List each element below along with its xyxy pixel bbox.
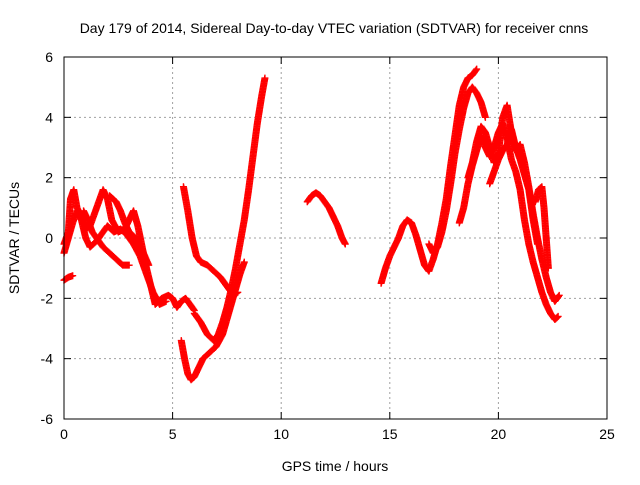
series-arc-a: [60, 186, 198, 314]
data-point: [554, 292, 562, 300]
data-point: [472, 66, 480, 74]
data-point: [240, 258, 248, 266]
chart-title: Day 179 of 2014, Sidereal Day-to-day VTE…: [80, 20, 589, 36]
data-point: [553, 314, 561, 322]
series-arc-d: [80, 207, 133, 269]
series-arc-o: [531, 183, 552, 272]
tick-labels: 0 5 10 15 20 25 -6 -4 -2 0 2 4 6: [41, 49, 615, 442]
plot-border: [63, 56, 608, 420]
data-point: [234, 288, 242, 296]
y-tick-label: -2: [41, 290, 54, 306]
series-arc-g: [179, 183, 242, 299]
data-point: [553, 313, 561, 321]
series-arc-n: [486, 125, 541, 248]
x-tick-label: 0: [60, 426, 68, 442]
x-tick-label: 15: [382, 426, 398, 442]
data-point: [125, 261, 133, 269]
y-tick-label: 6: [45, 49, 53, 65]
series-arc-b: [60, 207, 170, 308]
data-point: [554, 312, 562, 320]
data-point: [69, 272, 77, 280]
data-point: [555, 291, 563, 299]
x-tick-label: 10: [273, 426, 289, 442]
series-arc-c: [60, 272, 77, 284]
data-point: [473, 65, 481, 73]
data-point: [261, 74, 269, 82]
y-tick-label: -4: [41, 351, 54, 367]
x-axis-label: GPS time / hours: [282, 458, 389, 474]
y-axis-label: SDTVAR / TECUs: [6, 182, 22, 294]
x-tick-label: 20: [491, 426, 507, 442]
series-arc-i: [303, 189, 349, 248]
y-tick-label: 0: [45, 230, 53, 246]
data-point: [481, 113, 489, 121]
y-tick-label: 2: [45, 170, 53, 186]
data-point: [533, 240, 541, 248]
data-point: [544, 264, 552, 272]
x-tick-label: 25: [599, 426, 615, 442]
y-tick-label: -6: [41, 411, 54, 427]
grid: [64, 57, 607, 419]
y-tick-label: 4: [45, 109, 53, 125]
data-point: [190, 305, 198, 313]
data-point: [341, 240, 349, 248]
data-points: [60, 65, 563, 384]
series-arc-e: [106, 192, 153, 269]
series-arc-k: [425, 83, 489, 257]
data-point: [162, 297, 170, 305]
x-tick-label: 5: [169, 426, 177, 442]
series-arc-h: [190, 74, 269, 345]
data-point: [145, 261, 153, 269]
